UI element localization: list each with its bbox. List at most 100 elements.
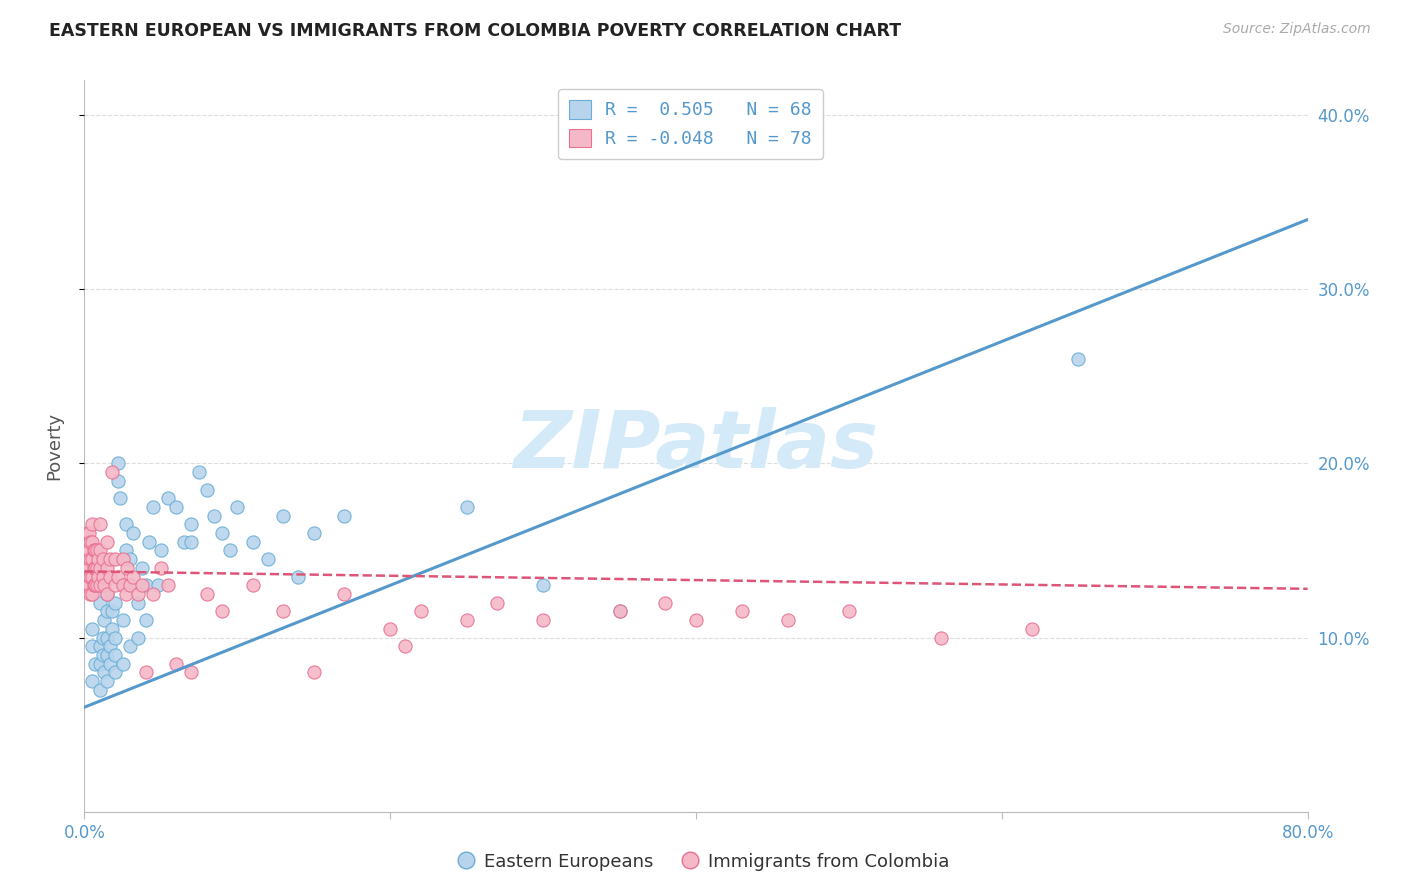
Point	[142, 500, 165, 514]
Point	[86, 578, 108, 592]
Point	[98, 569, 121, 583]
Point	[83, 561, 105, 575]
Point	[80, 517, 103, 532]
Point	[180, 665, 202, 680]
Point	[333, 587, 356, 601]
Point	[89, 596, 111, 610]
Point	[271, 508, 294, 523]
Point	[87, 552, 110, 566]
Point	[211, 604, 233, 618]
Point	[96, 631, 118, 645]
Point	[211, 526, 233, 541]
Point	[77, 526, 100, 541]
Point	[149, 561, 172, 575]
Point	[84, 657, 107, 671]
Point	[84, 578, 107, 592]
Point	[531, 578, 554, 592]
Point	[96, 674, 118, 689]
Point	[89, 682, 111, 697]
Point	[79, 534, 101, 549]
Point	[111, 657, 134, 671]
Point	[101, 622, 124, 636]
Point	[242, 578, 264, 592]
Point	[91, 648, 114, 662]
Point	[79, 569, 101, 583]
Point	[86, 543, 108, 558]
Point	[122, 569, 145, 583]
Point	[77, 578, 100, 592]
Point	[101, 604, 124, 618]
Y-axis label: Poverty: Poverty	[45, 412, 63, 480]
Legend: Eastern Europeans, Immigrants from Colombia: Eastern Europeans, Immigrants from Colom…	[450, 846, 956, 879]
Point	[838, 604, 860, 618]
Legend: R =  0.505   N = 68, R = -0.048   N = 78: R = 0.505 N = 68, R = -0.048 N = 78	[558, 89, 823, 159]
Point	[127, 631, 149, 645]
Point	[76, 578, 98, 592]
Point	[120, 578, 142, 592]
Point	[173, 534, 195, 549]
Point	[409, 604, 432, 618]
Point	[89, 640, 111, 654]
Point	[135, 578, 157, 592]
Point	[89, 561, 111, 575]
Point	[96, 587, 118, 601]
Point	[104, 665, 127, 680]
Point	[157, 578, 180, 592]
Point	[114, 543, 136, 558]
Point	[104, 648, 127, 662]
Point	[929, 631, 952, 645]
Point	[531, 613, 554, 627]
Point	[609, 604, 631, 618]
Point	[609, 604, 631, 618]
Point	[111, 578, 134, 592]
Point	[104, 596, 127, 610]
Point	[91, 631, 114, 645]
Point	[77, 543, 100, 558]
Point	[84, 561, 107, 575]
Point	[127, 587, 149, 601]
Point	[96, 587, 118, 601]
Point	[114, 517, 136, 532]
Point	[287, 569, 309, 583]
Point	[120, 552, 142, 566]
Text: ZIPatlas: ZIPatlas	[513, 407, 879, 485]
Point	[80, 587, 103, 601]
Point	[135, 613, 157, 627]
Point	[91, 552, 114, 566]
Point	[111, 613, 134, 627]
Point	[165, 657, 187, 671]
Point	[456, 613, 478, 627]
Point	[195, 587, 218, 601]
Point	[120, 640, 142, 654]
Point	[89, 517, 111, 532]
Point	[111, 552, 134, 566]
Point	[104, 631, 127, 645]
Point	[107, 569, 129, 583]
Point	[80, 534, 103, 549]
Point	[226, 500, 249, 514]
Point	[195, 483, 218, 497]
Point	[157, 491, 180, 506]
Point	[87, 569, 110, 583]
Point	[202, 508, 225, 523]
Point	[76, 543, 98, 558]
Point	[456, 500, 478, 514]
Point	[776, 613, 799, 627]
Point	[89, 578, 111, 592]
Point	[80, 622, 103, 636]
Point	[257, 552, 280, 566]
Point	[84, 543, 107, 558]
Point	[731, 604, 754, 618]
Point	[1021, 622, 1043, 636]
Point	[80, 552, 103, 566]
Point	[83, 543, 105, 558]
Text: Source: ZipAtlas.com: Source: ZipAtlas.com	[1223, 22, 1371, 37]
Text: EASTERN EUROPEAN VS IMMIGRANTS FROM COLOMBIA POVERTY CORRELATION CHART: EASTERN EUROPEAN VS IMMIGRANTS FROM COLO…	[49, 22, 901, 40]
Point	[142, 587, 165, 601]
Point	[80, 674, 103, 689]
Point	[111, 578, 134, 592]
Point	[149, 543, 172, 558]
Point	[127, 596, 149, 610]
Point	[1067, 351, 1090, 366]
Point	[131, 578, 153, 592]
